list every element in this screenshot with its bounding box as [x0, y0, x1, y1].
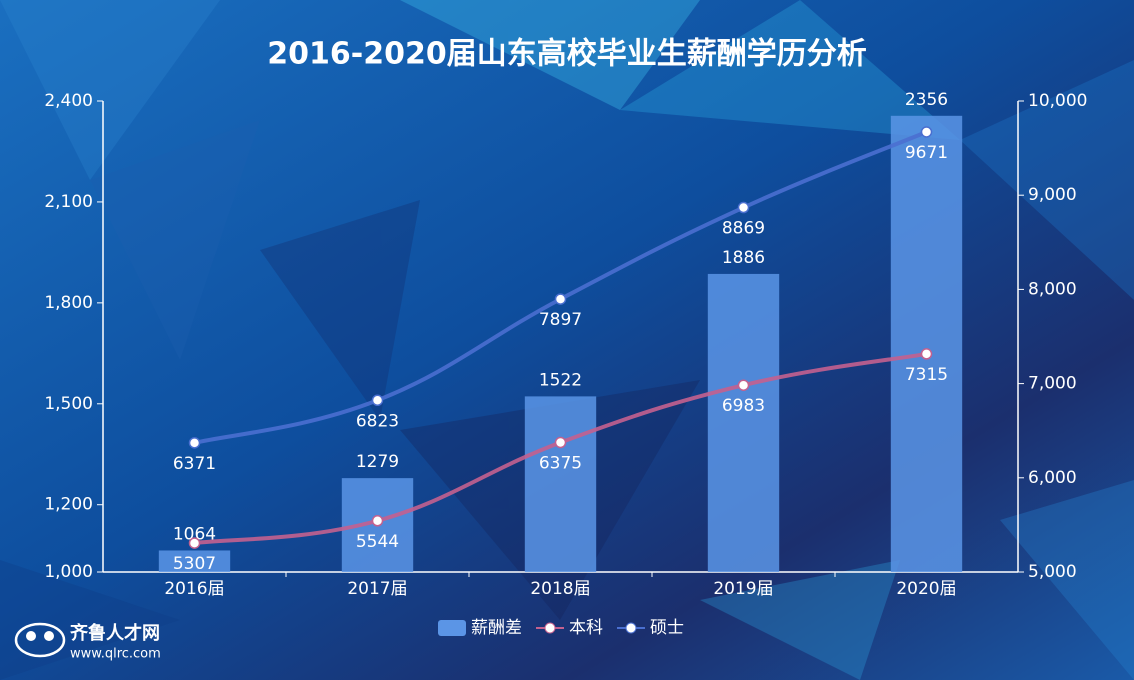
- x-tick-label: 2018届: [530, 579, 590, 599]
- point-label: 6823: [356, 411, 399, 431]
- point: [737, 201, 750, 214]
- point-label: 7315: [905, 365, 948, 385]
- y2-tick-label: 9,000: [1028, 185, 1077, 205]
- point: [737, 379, 750, 391]
- point-label: 6983: [722, 396, 765, 416]
- chart-title: 2016-2020届山东高校毕业生薪酬学历分析: [267, 37, 866, 72]
- y-tick-label: 2,100: [44, 192, 93, 212]
- bar: [890, 115, 963, 572]
- point-label: 6371: [173, 454, 216, 474]
- logo-eye: [26, 631, 36, 641]
- point: [920, 126, 933, 138]
- y-tick-label: 1,800: [44, 293, 93, 313]
- point-label: 6375: [539, 453, 582, 473]
- legend-label: 本科: [569, 618, 603, 638]
- logo-url: www.qlrc.com: [70, 647, 161, 662]
- legend-swatch: [625, 622, 637, 634]
- point-label: 9671: [905, 143, 948, 163]
- bar-label: 2356: [905, 90, 948, 110]
- point: [188, 437, 201, 449]
- logo: 齐鲁人才网 www.qlrc.com: [14, 622, 161, 662]
- logo-icon: [14, 622, 66, 658]
- x-tick-label: 2016届: [164, 579, 224, 599]
- y2-tick-label: 7,000: [1028, 374, 1077, 394]
- point: [920, 348, 933, 360]
- x-tick-label: 2017届: [347, 579, 407, 599]
- logo-name: 齐鲁人才网: [70, 622, 160, 644]
- point: [371, 515, 384, 527]
- y-tick-label: 1,500: [44, 394, 93, 414]
- legend-swatch: [544, 622, 556, 634]
- y-tick-label: 2,400: [44, 91, 93, 111]
- legend-label: 薪酬差: [471, 618, 522, 638]
- point: [371, 394, 384, 407]
- legend-swatch: [438, 620, 466, 636]
- x-tick-label: 2019届: [713, 579, 773, 599]
- point: [188, 537, 201, 549]
- point: [554, 436, 567, 449]
- bar-label: 1064: [173, 524, 216, 544]
- bar: [524, 396, 597, 572]
- bar: [158, 550, 231, 572]
- logo-eye: [44, 631, 54, 641]
- point-label: 7897: [539, 310, 582, 330]
- y2-tick-label: 10,000: [1028, 91, 1087, 111]
- x-tick-label: 2020届: [896, 579, 956, 599]
- point: [554, 293, 567, 305]
- point-label: 8869: [722, 219, 765, 239]
- point-label: 5544: [356, 532, 399, 552]
- bar-label: 1522: [539, 370, 582, 390]
- legend-label: 硕士: [650, 618, 684, 638]
- y2-tick-label: 6,000: [1028, 468, 1077, 488]
- y2-tick-label: 5,000: [1028, 562, 1077, 582]
- y2-tick-label: 8,000: [1028, 279, 1077, 299]
- bar: [707, 273, 780, 572]
- y-tick-label: 1,000: [44, 562, 93, 582]
- y-tick-label: 1,200: [44, 495, 93, 515]
- bar-label: 1279: [356, 452, 399, 472]
- bar-label: 1886: [722, 248, 765, 268]
- point-label: 5307: [173, 554, 216, 574]
